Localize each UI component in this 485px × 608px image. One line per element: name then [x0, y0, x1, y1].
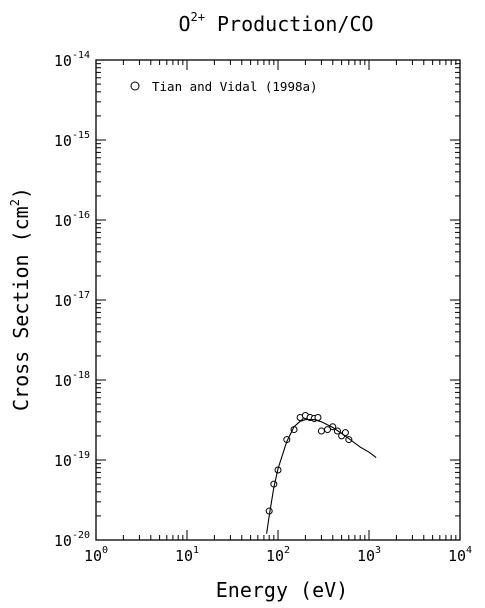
fit-curve-line [266, 419, 377, 534]
y-tick-label: 10-17 [54, 290, 90, 310]
y-tick-label: 10-19 [54, 450, 90, 470]
y-axis-label: Cross Section (cm2) [8, 187, 33, 411]
x-axis-label: Energy (eV) [216, 578, 348, 602]
data-point [324, 426, 332, 434]
chart-title-sup: 2+ [191, 10, 205, 24]
y-tick-label: 10-18 [54, 370, 90, 390]
legend-marker [130, 81, 140, 91]
data-point [317, 427, 325, 435]
x-tick-label: 101 [175, 545, 199, 565]
y-tick-label: 10-14 [54, 50, 90, 70]
y-tick-label: 10-20 [54, 530, 90, 550]
axis-ticks [95, 60, 460, 541]
tick-labels: 100 101 102 103 104 10-20 10-19 10-18 10-17 10-16… [54, 50, 472, 565]
plot-series [265, 411, 377, 534]
y-tick-label: 10-15 [54, 130, 90, 150]
legend-label: Tian and Vidal (1998a) [152, 79, 318, 94]
y-tick-label: 10-16 [54, 210, 90, 230]
x-tick-label: 104 [448, 545, 472, 565]
x-tick-label: 102 [266, 545, 290, 565]
x-tick-label: 100 [84, 545, 108, 565]
x-tick-label: 103 [357, 545, 381, 565]
legend: Tian and Vidal (1998a) [130, 79, 318, 94]
chart-title: O2+ Production/CO [178, 10, 373, 36]
